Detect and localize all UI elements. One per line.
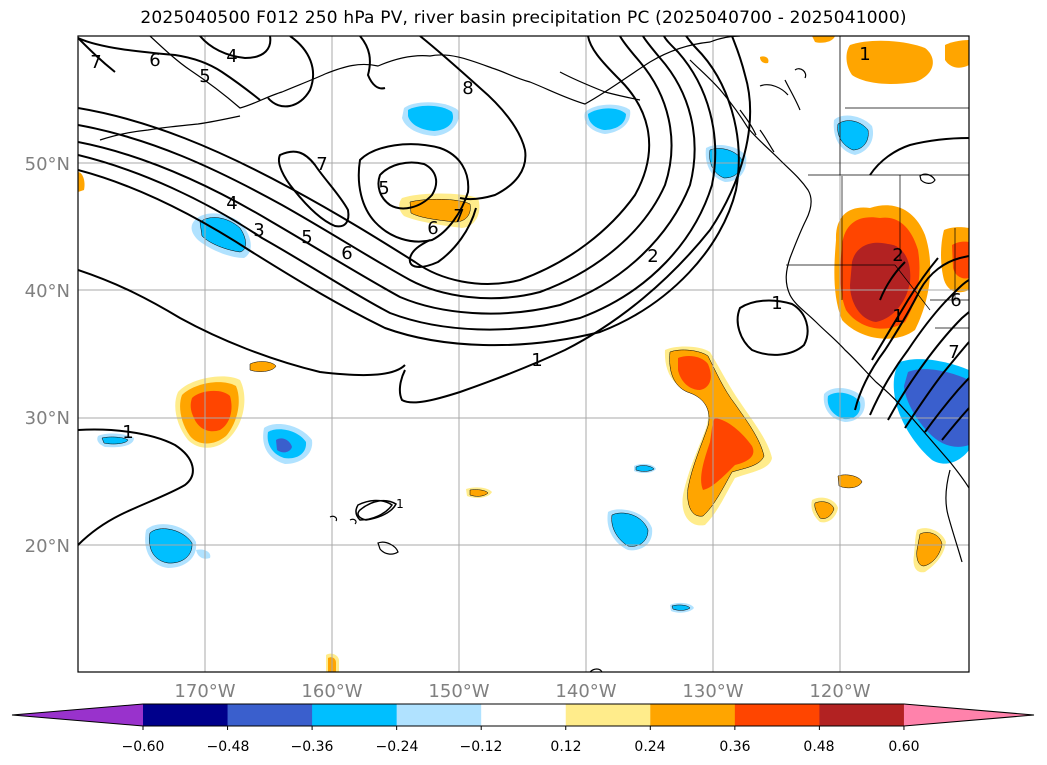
lon-label: 170°W: [174, 681, 235, 702]
contour-label: 4: [226, 193, 237, 214]
colorbar-segment: [143, 704, 229, 726]
colorbar-segment: [650, 704, 736, 726]
map-frame: [77, 35, 970, 673]
lat-label: 40°N: [25, 281, 70, 302]
colorbar-tick-label: −0.48: [207, 739, 250, 755]
colorbar-segment: [481, 704, 567, 726]
political-boundaries: [786, 36, 969, 329]
colorbar-ticks: −0.60 −0.48 −0.36 −0.24 −0.12 0.12 0.24 …: [122, 739, 920, 755]
pv-contours: [78, 36, 969, 546]
graticule: [78, 36, 969, 672]
contour-label: 2: [647, 246, 658, 267]
lon-label: 140°W: [555, 681, 616, 702]
positive-anomaly-shading: [78, 36, 969, 672]
contour-label: 5: [378, 178, 389, 199]
lat-label: 30°N: [25, 408, 70, 429]
colorbar-tick-label: −0.24: [376, 739, 419, 755]
colorbar-segment: [227, 704, 313, 726]
contour-label: 1: [859, 44, 870, 65]
lon-label: 150°W: [428, 681, 489, 702]
contour-label: 1: [531, 350, 542, 371]
colorbar-segment: [903, 704, 1034, 726]
contour-label: 5: [301, 227, 312, 248]
colorbar-segment: [819, 704, 905, 726]
lon-label: 160°W: [301, 681, 362, 702]
colorbar-tick-label: 0.48: [803, 739, 834, 755]
contour-label: 7: [948, 342, 959, 363]
colorbar-segment: [312, 704, 398, 726]
contour-label: 8: [462, 78, 473, 99]
contour-label: 1: [771, 293, 782, 314]
colorbar-tick-label: −0.60: [122, 739, 165, 755]
map-title: 2025040500 F012 250 hPa PV, river basin …: [140, 8, 907, 28]
colorbar-tick-label: 0.24: [634, 739, 665, 755]
contour-label: 7: [90, 52, 101, 73]
contour-label: 3: [253, 220, 264, 241]
lon-labels: 170°W 160°W 150°W 140°W 130°W 120°W: [174, 681, 870, 702]
contour-label: 1: [892, 306, 903, 327]
colorbar-tick-label: 0.60: [888, 739, 919, 755]
lat-labels: 50°N 40°N 30°N 20°N: [25, 154, 70, 557]
contour-label: 2: [892, 245, 903, 266]
contour-label: 7: [453, 206, 464, 227]
contour-labels: 6 4 5 7 8 7 5 6 7 4 3 5 6 2 1 1 1 2 6 1 …: [90, 44, 961, 511]
colorbar: [11, 703, 1035, 730]
colorbar-tick-label: −0.36: [291, 739, 334, 755]
contour-label: 6: [427, 218, 438, 239]
colorbar-segment: [734, 704, 820, 726]
colorbar-segment: [12, 704, 143, 726]
contour-label: 7: [316, 154, 327, 175]
contour-label: 6: [149, 50, 160, 71]
colorbar-segment: [565, 704, 651, 726]
colorbar-tick-label: 0.12: [550, 739, 581, 755]
colorbar-tick-label: −0.12: [460, 739, 503, 755]
colorbar-segment: [396, 704, 482, 726]
lat-label: 20°N: [25, 536, 70, 557]
contour-label: 1: [396, 497, 404, 511]
contour-label: 5: [199, 66, 210, 87]
lon-label: 120°W: [809, 681, 870, 702]
contour-label: 6: [341, 243, 352, 264]
contour-label: 1: [122, 422, 133, 443]
contour-label: 6: [950, 290, 961, 311]
lat-label: 50°N: [25, 154, 70, 175]
lon-label: 130°W: [682, 681, 743, 702]
contour-label: 4: [226, 46, 237, 67]
colorbar-tick-label: 0.36: [719, 739, 750, 755]
map-panel: 6 4 5 7 8 7 5 6 7 4 3 5 6 2 1 1 1 2 6 1 …: [78, 36, 969, 672]
